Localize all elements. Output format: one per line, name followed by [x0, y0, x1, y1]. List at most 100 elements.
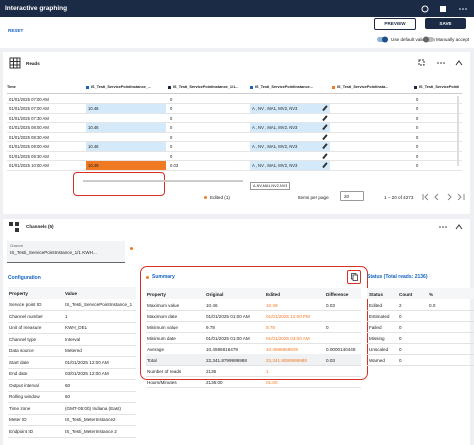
cell: Hours/Minutes	[147, 379, 177, 385]
cell: Interval	[65, 336, 81, 342]
cell: 0	[416, 115, 419, 121]
cell: 0	[326, 324, 329, 330]
top-icons[interactable]	[420, 4, 470, 14]
column-header: Edited	[266, 291, 281, 297]
cell-bg	[250, 103, 330, 113]
summary-highlight	[140, 266, 368, 380]
column-header: Status	[369, 291, 384, 297]
cell: 1	[266, 368, 269, 374]
row-line	[146, 332, 361, 333]
cell: 0	[399, 313, 402, 319]
summary-title: Summary	[152, 274, 175, 280]
series-swatch	[250, 86, 253, 89]
cell: 01:00	[266, 379, 278, 385]
reads-table: Time IS_Testi_ServicePointInstance_... IS_…	[7, 82, 462, 178]
cell: 0	[399, 335, 402, 341]
header-row	[7, 82, 462, 94]
header-row	[8, 287, 136, 299]
row-line	[8, 367, 136, 369]
reads-title: Reads	[26, 61, 40, 66]
row-line	[7, 122, 462, 123]
channel-select[interactable]	[7, 241, 125, 263]
cell: Unscaled	[369, 346, 389, 352]
cell: 0.03	[326, 357, 335, 363]
cell-bg	[86, 160, 166, 170]
reset-button[interactable]: RESET	[8, 28, 24, 33]
edit-icon[interactable]	[322, 152, 328, 159]
cell: Minimum date	[147, 335, 176, 341]
cell: 0	[399, 324, 402, 330]
v-scrollbar	[457, 96, 459, 166]
edit-icon[interactable]	[322, 114, 328, 121]
cell: 0	[170, 106, 173, 111]
cell: Warned	[369, 357, 385, 363]
cell-bg	[86, 122, 166, 132]
series-swatch	[414, 86, 417, 89]
cell: IS_Testi_MeterInstance2	[65, 417, 116, 422]
cell: 03/01/2025 12:00 AM	[65, 371, 109, 376]
items-label: Items per page	[298, 195, 329, 200]
channels-title: Channels (5)	[26, 224, 54, 229]
h-scrollbar	[83, 180, 243, 182]
card-icons[interactable]	[418, 59, 464, 67]
card-icons[interactable]	[438, 223, 464, 231]
cell: Maximum value	[147, 302, 180, 308]
row-line	[8, 436, 136, 438]
channels-icon	[9, 222, 19, 232]
cell-bg	[86, 103, 166, 113]
preview-button[interactable]: PREVIEW	[374, 18, 416, 30]
column-header: Time	[7, 85, 16, 89]
cell: Output interval	[9, 382, 39, 388]
cell: 2	[399, 302, 402, 308]
cell: 0	[399, 357, 402, 363]
row-line	[367, 310, 474, 311]
cell: 0.0	[429, 302, 436, 308]
save-button[interactable]: SAVE	[425, 18, 466, 29]
row-line	[146, 387, 361, 388]
cell: Meter ID	[9, 417, 27, 422]
cell: 9.78	[206, 324, 215, 330]
toggle-off[interactable]	[423, 36, 435, 43]
header-row	[367, 288, 474, 299]
cell: 0	[416, 96, 419, 102]
pager-icons[interactable]	[420, 193, 468, 201]
row-line	[7, 131, 462, 133]
cell: Rolling window	[9, 394, 40, 399]
cell: 0	[416, 106, 419, 111]
copy-button[interactable]	[347, 270, 361, 284]
cell: End date	[9, 371, 28, 376]
cell: Minimum value	[147, 324, 178, 330]
cell: 10.46	[206, 302, 218, 308]
toggle-on[interactable]	[377, 36, 389, 43]
cell: 01/01/2025 08:00 AM	[9, 125, 49, 130]
cell: 01/01/2025 09:00 AM	[9, 144, 49, 149]
row-line	[7, 103, 462, 104]
column-header: %	[429, 291, 434, 297]
cell: 01/01/2025 01:00 AM	[206, 335, 250, 341]
row-line	[367, 321, 474, 322]
row-line	[146, 376, 361, 377]
toggle-label: Manually accept	[436, 37, 470, 42]
cell: 0.03	[170, 163, 179, 168]
cell: 0	[416, 125, 419, 130]
row-line	[146, 310, 361, 311]
header-row	[146, 288, 361, 299]
cell: 0	[170, 125, 173, 130]
legend-label: Edited (1)	[210, 195, 230, 200]
select-label: Channel	[10, 244, 24, 248]
row-line	[7, 160, 462, 161]
status-title: Status (Total reads: 2136)	[367, 274, 428, 280]
column-header: Property	[9, 290, 28, 296]
cell: A , NV , MA1, MV2, NV3	[252, 163, 298, 168]
cell: Data source	[9, 348, 34, 353]
edit-icon[interactable]	[322, 133, 328, 140]
column-header: Original	[206, 291, 224, 297]
cell: 60	[65, 382, 71, 388]
cell: 0.0000140449	[326, 346, 356, 352]
items-select[interactable]: 20	[340, 191, 364, 201]
row-line	[8, 356, 136, 357]
cell: 0	[170, 153, 173, 159]
cell: 01/01/2025 03:00 AM	[266, 335, 310, 341]
cell: Metered	[65, 348, 82, 353]
cell: Maximum date	[147, 313, 178, 319]
